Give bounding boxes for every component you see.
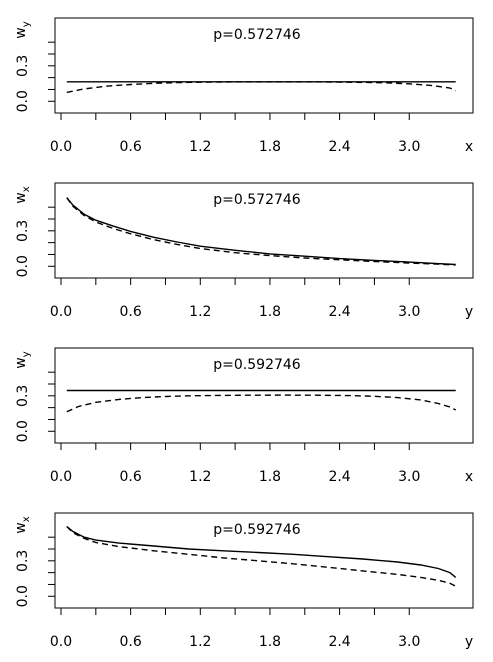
series-line-dashed [66,81,456,94]
chart-title: p=0.592746 [213,357,301,373]
series-line-dashed [66,394,457,413]
x-tick-label: 1.8 [259,469,281,485]
x-tick-label: 1.2 [189,304,211,320]
x-axis-label: x [465,139,473,155]
y-tick-label: 0.3 [15,220,31,242]
y-axis-label-main: w [13,192,29,203]
x-axis-label: y [465,634,473,650]
chart-title: p=0.572746 [213,27,301,43]
y-axis-label-sub: y [21,21,32,27]
x-tick-label: 1.2 [189,634,211,650]
y-axis-label: wy [13,351,32,368]
y-axis-label: wy [13,21,32,38]
y-axis-label-sub: x [21,186,32,192]
y-tick-label: 0.3 [15,385,31,407]
x-tick-label: 0.6 [120,304,142,320]
x-tick-label: 3.0 [398,469,420,485]
chart-panel-1: p=0.572746 0.0 0.6 1.2 1.8 2.4 3.0 x 0.0 0.3 wy [13,17,474,155]
y-axis-label: wx [13,186,32,203]
x-tick-label: 1.8 [259,139,281,155]
x-tick-label: 1.8 [259,634,281,650]
chart-title: p=0.572746 [213,192,301,208]
x-tick-label: 3.0 [398,304,420,320]
y-tick-label: 0.0 [15,90,31,112]
y-axis-label-sub: y [21,351,32,357]
chart-panel-2: p=0.572746 0.0 0.6 1.2 1.8 2.4 3.0 y 0.0 0.3 wx [13,182,474,320]
x-tick-label: 0.0 [50,139,72,155]
x-tick-label: 1.2 [189,139,211,155]
y-tick-label: 0.3 [15,55,31,77]
x-tick-label: 2.4 [328,139,350,155]
x-tick-label: 0.6 [120,634,142,650]
x-tick-label: 0.6 [120,469,142,485]
x-tick-label: 0.0 [50,469,72,485]
x-tick-label: 2.4 [328,634,350,650]
x-tick-label: 2.4 [328,304,350,320]
y-axis-label-main: w [13,522,29,533]
y-axis-label-sub: x [21,516,32,522]
chart-title: p=0.592746 [213,522,301,538]
x-tick-label: 3.0 [398,634,420,650]
y-tick-label: 0.0 [15,255,31,277]
y-tick-label: 0.3 [15,550,31,572]
x-tick-label: 0.0 [50,304,72,320]
series-line-solid [66,197,456,266]
x-tick-label: 1.2 [189,469,211,485]
series-line-solid [66,525,457,578]
x-tick-label: 2.4 [328,469,350,485]
x-tick-label: 0.6 [120,139,142,155]
y-axis-label-main: w [13,357,29,368]
y-axis-label: wx [13,516,32,533]
y-tick-label: 0.0 [15,420,31,442]
x-axis-label: x [465,469,473,485]
y-axis-label-main: w [13,27,29,38]
x-tick-label: 3.0 [398,139,420,155]
chart-panel-4: p=0.592746 0.0 0.6 1.2 1.8 2.4 3.0 y 0.0 0.3 wx [13,512,474,650]
chart-panel-3: p=0.592746 0.0 0.6 1.2 1.8 2.4 3.0 x 0.0 0.3 wy [13,347,474,485]
y-tick-label: 0.0 [15,585,31,607]
x-tick-label: 0.0 [50,634,72,650]
x-tick-label: 1.8 [259,304,281,320]
x-axis-label: y [465,304,473,320]
series-line-dashed [66,197,456,266]
